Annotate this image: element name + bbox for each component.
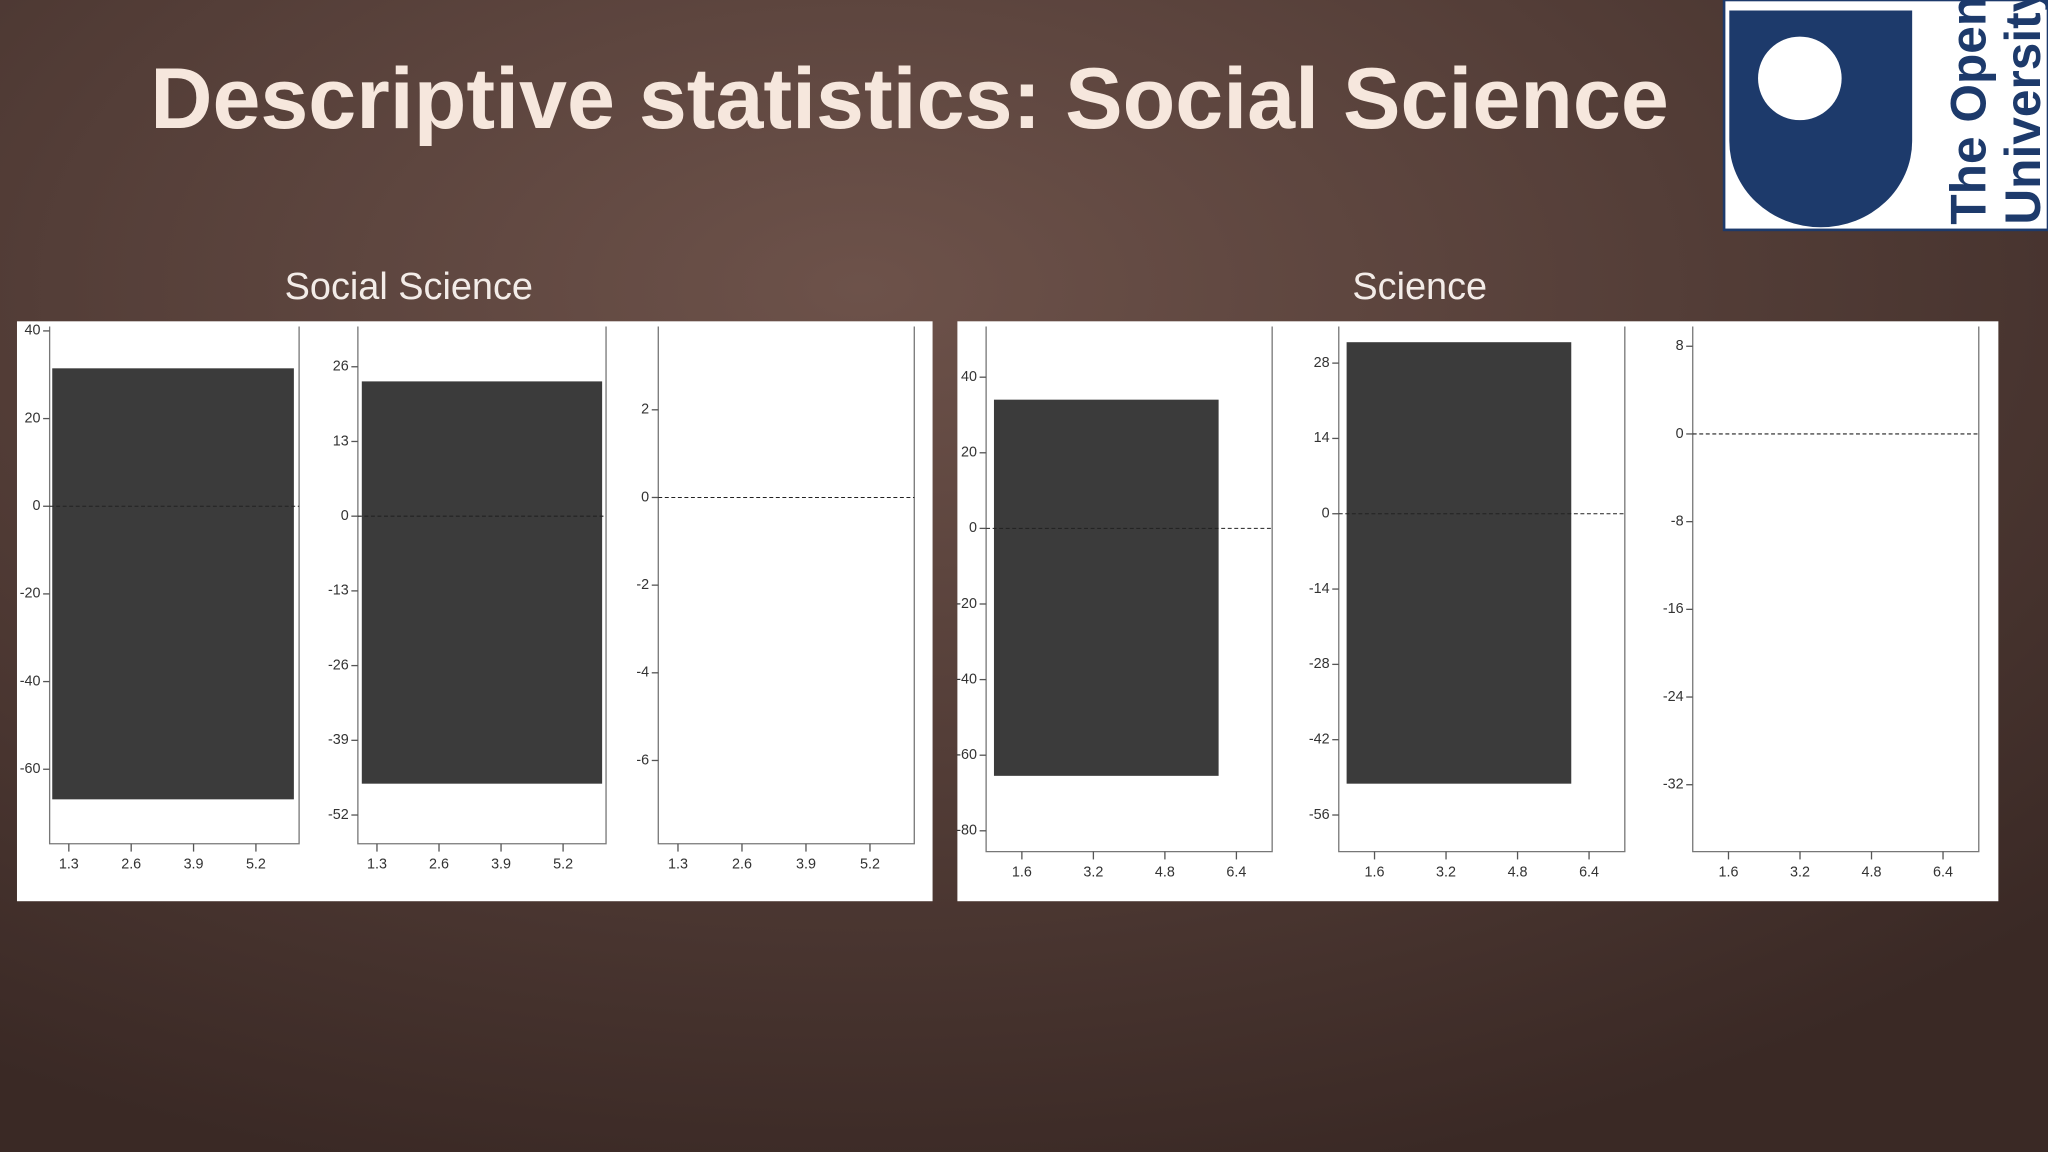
y-tick-label: -40 (956, 671, 977, 687)
y-tick-label: -60 (20, 761, 41, 777)
y-tick-label: 0 (1676, 426, 1684, 442)
plot: 40 20 0 -20 -40 -60 -80 1.6 3.2 4.8 6.4 (956, 326, 1273, 880)
y-tick-label: 0 (32, 498, 40, 514)
y-tick-label: 0 (341, 508, 349, 524)
plot: 28 14 0 -14 -28 -42 -56 1.6 3.2 4.8 6.4 (1309, 326, 1626, 880)
plot: 2 0 -2 -4 -6 1.3 2.6 3.9 5.2 (636, 326, 915, 872)
x-tick-label: 1.6 (1012, 864, 1032, 880)
y-tick-label: -16 (1663, 601, 1684, 617)
y-tick-label: 20 (961, 445, 977, 461)
logo-text: University (1995, 0, 2048, 225)
plot: 40 20 0 -20 -40 -60 1.3 2.6 3.9 5.2 (20, 323, 300, 872)
x-tick-label: 6.4 (1933, 864, 1953, 880)
logo-text: The Open (1940, 0, 1996, 225)
x-tick-label: 6.4 (1579, 864, 1599, 880)
x-tick-label: 1.6 (1365, 864, 1385, 880)
y-tick-label: -52 (328, 807, 349, 823)
y-tick-label: 14 (1314, 430, 1330, 446)
y-tick-label: 40 (25, 323, 41, 339)
y-tick-label: -6 (636, 752, 649, 768)
x-tick-label: 4.8 (1155, 864, 1175, 880)
y-tick-label: 13 (333, 433, 349, 449)
y-tick-label: -24 (1663, 689, 1684, 705)
y-tick-label: -56 (1309, 807, 1330, 823)
line-bundle (1346, 342, 1572, 784)
y-tick-label: 40 (961, 369, 977, 385)
x-tick-label: 1.3 (59, 856, 79, 872)
y-tick-label: 20 (25, 410, 41, 426)
x-tick-label: 3.9 (796, 856, 816, 872)
x-tick-label: 1.3 (668, 856, 688, 872)
x-tick-label: 3.9 (184, 856, 204, 872)
y-tick-label: -28 (1309, 656, 1330, 672)
y-tick-label: -4 (636, 665, 649, 681)
x-tick-label: 5.2 (553, 856, 573, 872)
y-tick-label: 8 (1676, 338, 1684, 354)
logo-circle (1758, 36, 1842, 121)
y-tick-label: -20 (956, 596, 977, 612)
y-tick-label: -32 (1663, 777, 1684, 793)
x-tick-label: 5.2 (860, 856, 880, 872)
x-tick-label: 1.3 (367, 856, 387, 872)
y-tick-label: 0 (1322, 506, 1330, 522)
axis-frame (357, 326, 607, 845)
x-tick-label: 5.2 (246, 856, 266, 872)
line-bundle (361, 381, 603, 784)
slide-title: Descriptive statistics: Social Science (150, 51, 1669, 147)
y-tick-label: -13 (328, 583, 349, 599)
y-tick-label: -8 (1671, 513, 1684, 529)
x-tick-label: 2.6 (429, 856, 449, 872)
y-tick-label: -60 (956, 747, 977, 763)
axis-frame (985, 326, 1273, 853)
x-tick-label: 3.9 (491, 856, 511, 872)
y-tick-label: -14 (1309, 581, 1330, 597)
y-tick-label: 0 (969, 520, 977, 536)
line-bundle (52, 368, 294, 800)
y-tick-label: -39 (328, 732, 349, 748)
logo: The Open University (1722, 0, 2048, 232)
x-tick-label: 1.6 (1719, 864, 1739, 880)
group-label: Social Science (285, 266, 533, 308)
y-tick-label: -26 (328, 657, 349, 673)
y-tick-label: 26 (333, 359, 349, 375)
x-tick-label: 2.6 (732, 856, 752, 872)
x-tick-label: 2.6 (121, 856, 141, 872)
line-bundle (993, 399, 1219, 776)
plot: 8 0 -8 -16 -24 -32 1.6 3.2 4.8 6.4 (1663, 326, 1980, 880)
y-tick-label: -42 (1309, 731, 1330, 747)
y-tick-label: -40 (20, 673, 41, 689)
x-tick-label: 6.4 (1226, 864, 1246, 880)
x-tick-label: 3.2 (1436, 864, 1456, 880)
y-tick-label: -80 (956, 823, 977, 839)
plot: 26 13 0 -13 -26 -39 -52 1.3 2.6 3.9 5.2 (328, 326, 607, 872)
x-tick-label: 4.8 (1508, 864, 1528, 880)
axis-frame (48, 326, 300, 845)
group-label: Science (1352, 266, 1487, 308)
y-tick-label: 2 (641, 402, 649, 418)
axis-frame (1692, 326, 1980, 853)
y-tick-label: -2 (636, 577, 649, 593)
y-tick-label: 0 (641, 489, 649, 505)
x-tick-label: 3.2 (1083, 864, 1103, 880)
x-tick-label: 4.8 (1862, 864, 1882, 880)
y-tick-label: 28 (1314, 355, 1330, 371)
x-tick-label: 3.2 (1790, 864, 1810, 880)
y-tick-label: -20 (20, 586, 41, 602)
